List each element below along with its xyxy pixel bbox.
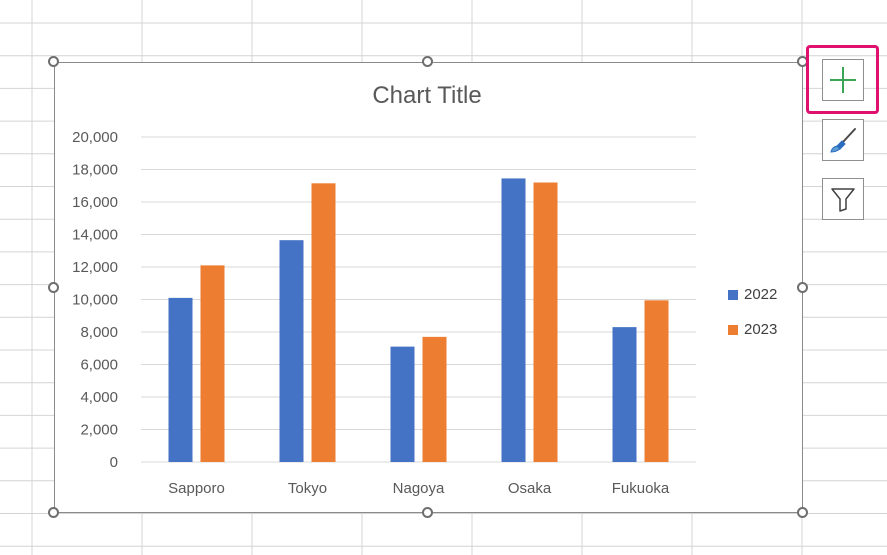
y-tick-label: 12,000: [72, 259, 118, 276]
gridlines: [141, 136, 696, 463]
y-tick-label: 16,000: [72, 194, 118, 211]
x-axis-labels: Sapporo Tokyo Nagoya Osaka Fukuoka: [168, 480, 670, 497]
legend-label-2022: 2022: [744, 286, 778, 303]
y-tick-label: 0: [110, 454, 118, 471]
chart-filters-button[interactable]: [822, 178, 864, 220]
legend-swatch-2022: [728, 289, 738, 300]
y-tick-label: 4,000: [80, 389, 118, 406]
chart-title[interactable]: Chart Title: [372, 82, 481, 109]
y-tick-label: 20,000: [72, 129, 118, 146]
bar-2022-sapporo[interactable]: [168, 297, 193, 462]
resize-handle-bottom[interactable]: [422, 507, 433, 518]
highlight-box: [806, 45, 879, 114]
bar-2023-osaka[interactable]: [533, 182, 558, 463]
resize-handle-bottom-left[interactable]: [48, 507, 59, 518]
chart-elements-button[interactable]: [822, 59, 864, 101]
bar-2022-osaka[interactable]: [501, 178, 526, 462]
legend-label-2023: 2023: [744, 321, 778, 338]
bar-2022-tokyo[interactable]: [279, 240, 304, 462]
y-tick-label: 10,000: [72, 292, 118, 309]
paintbrush-icon: [830, 128, 856, 153]
bar-2022-fukuoka[interactable]: [612, 327, 637, 462]
bar-2022-nagoya[interactable]: [390, 346, 415, 462]
bars: [168, 178, 669, 463]
y-tick-label: 2,000: [80, 422, 118, 439]
bar-2023-sapporo[interactable]: [200, 265, 225, 462]
y-tick-label: 14,000: [72, 227, 118, 244]
x-tick-label: Tokyo: [288, 480, 327, 497]
bar-2023-tokyo[interactable]: [311, 183, 336, 462]
y-tick-label: 6,000: [80, 357, 118, 374]
y-tick-label: 8,000: [80, 324, 118, 341]
plus-icon: [830, 67, 856, 93]
chart-plot: Chart Title 0 2,000 4,000 6,000 8,000 10,000 1…: [72, 82, 696, 497]
legend-swatch-2023: [728, 324, 738, 335]
chart-styles-button[interactable]: [822, 119, 864, 161]
x-tick-label: Fukuoka: [612, 480, 670, 497]
bar-2023-nagoya[interactable]: [422, 336, 447, 462]
y-axis-labels: 0 2,000 4,000 6,000 8,000 10,000 12,000 14,000 1…: [72, 129, 118, 471]
legend-item-2022: 2022: [728, 286, 777, 303]
chart-area[interactable]: Chart Title 0 2,000 4,000 6,000 8,000 10,000 1…: [54, 62, 803, 513]
resize-handle-left[interactable]: [48, 282, 59, 293]
x-tick-label: Sapporo: [168, 480, 225, 497]
resize-handle-bottom-right[interactable]: [797, 507, 808, 518]
resize-handle-top[interactable]: [422, 56, 433, 67]
y-tick-label: 18,000: [72, 162, 118, 179]
legend-item-2023: 2023: [728, 321, 777, 338]
x-tick-label: Osaka: [508, 480, 552, 497]
funnel-icon: [831, 188, 855, 212]
resize-handle-right[interactable]: [797, 282, 808, 293]
x-tick-label: Nagoya: [393, 480, 445, 497]
resize-handle-top-left[interactable]: [48, 56, 59, 67]
bar-2023-fukuoka[interactable]: [644, 300, 669, 462]
